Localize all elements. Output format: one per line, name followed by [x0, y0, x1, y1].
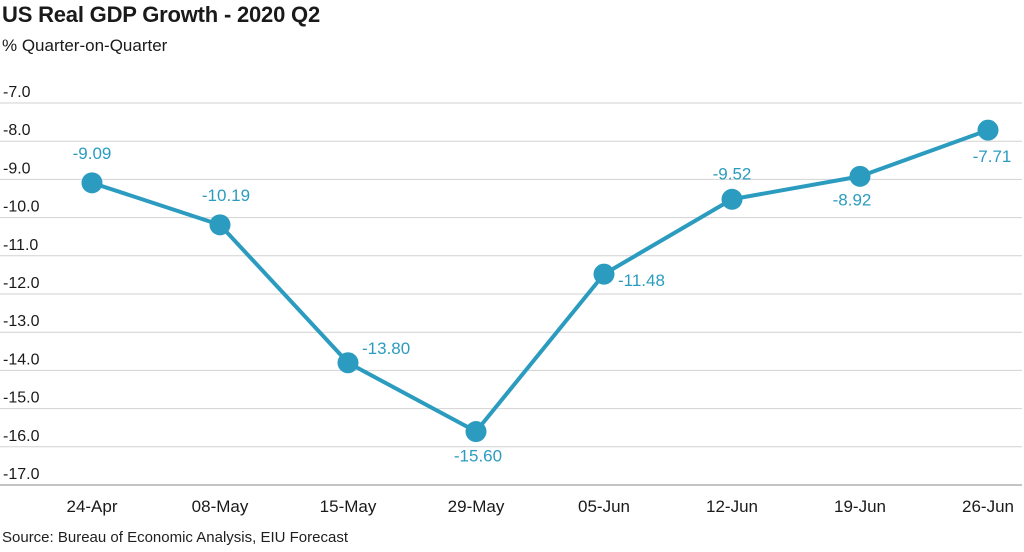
chart-title: US Real GDP Growth - 2020 Q2: [2, 2, 320, 27]
data-label: -15.60: [454, 447, 502, 466]
y-tick-label: -15.0: [3, 390, 40, 407]
y-tick-label: -12.0: [3, 275, 40, 292]
data-point: [849, 165, 871, 187]
data-label: -8.92: [833, 190, 872, 209]
data-point: [593, 263, 615, 285]
data-point: [977, 119, 999, 141]
series-group: [81, 119, 999, 443]
chart-subtitle: % Quarter-on-Quarter: [2, 36, 168, 55]
x-tick-label: 26-Jun: [962, 497, 1014, 516]
x-tick-label: 15-May: [320, 497, 377, 516]
y-tick-label: -13.0: [3, 313, 40, 330]
y-tick-label: -17.0: [3, 466, 40, 483]
x-tick-label: 29-May: [448, 497, 505, 516]
x-tick-label: 05-Jun: [578, 497, 630, 516]
data-label: -10.19: [202, 186, 250, 205]
data-point: [209, 214, 231, 236]
x-tick-label: 24-Apr: [66, 497, 117, 516]
source-note: Source: Bureau of Economic Analysis, EIU…: [2, 529, 348, 546]
y-tick-label: -7.0: [3, 84, 31, 101]
data-point: [337, 352, 359, 374]
gridlines: [0, 102, 1022, 486]
series-line: [90, 128, 990, 434]
data-point: [465, 421, 487, 443]
y-tick-label: -16.0: [3, 428, 40, 445]
data-point: [81, 172, 103, 194]
data-label: -9.52: [713, 164, 752, 183]
y-tick-label: -9.0: [3, 160, 31, 177]
y-tick-label: -14.0: [3, 351, 40, 368]
y-tick-label: -11.0: [3, 237, 38, 254]
y-tick-label: -10.0: [3, 199, 40, 216]
data-label: -7.71: [973, 147, 1012, 166]
y-tick-label: -8.0: [3, 122, 31, 139]
x-tick-label: 19-Jun: [834, 497, 886, 516]
x-tick-label: 12-Jun: [706, 497, 758, 516]
data-point: [721, 188, 743, 210]
x-tick-label: 08-May: [192, 497, 249, 516]
data-label: -13.80: [362, 339, 410, 358]
data-label: -9.09: [73, 144, 112, 163]
data-labels: -9.09 -10.19 -13.80 -15.60 -11.48 -9.52 -8.92 -…: [73, 144, 1012, 466]
x-axis-ticks: 24-Apr 08-May 15-May 29-May 05-Jun 12-Jun 19-J…: [66, 497, 1014, 516]
y-axis-ticks: -7.0 -8.0 -9.0 -10.0 -11.0 -12.0 -13.0 -14.0 -15…: [3, 84, 40, 483]
data-label: -11.48: [618, 271, 665, 290]
